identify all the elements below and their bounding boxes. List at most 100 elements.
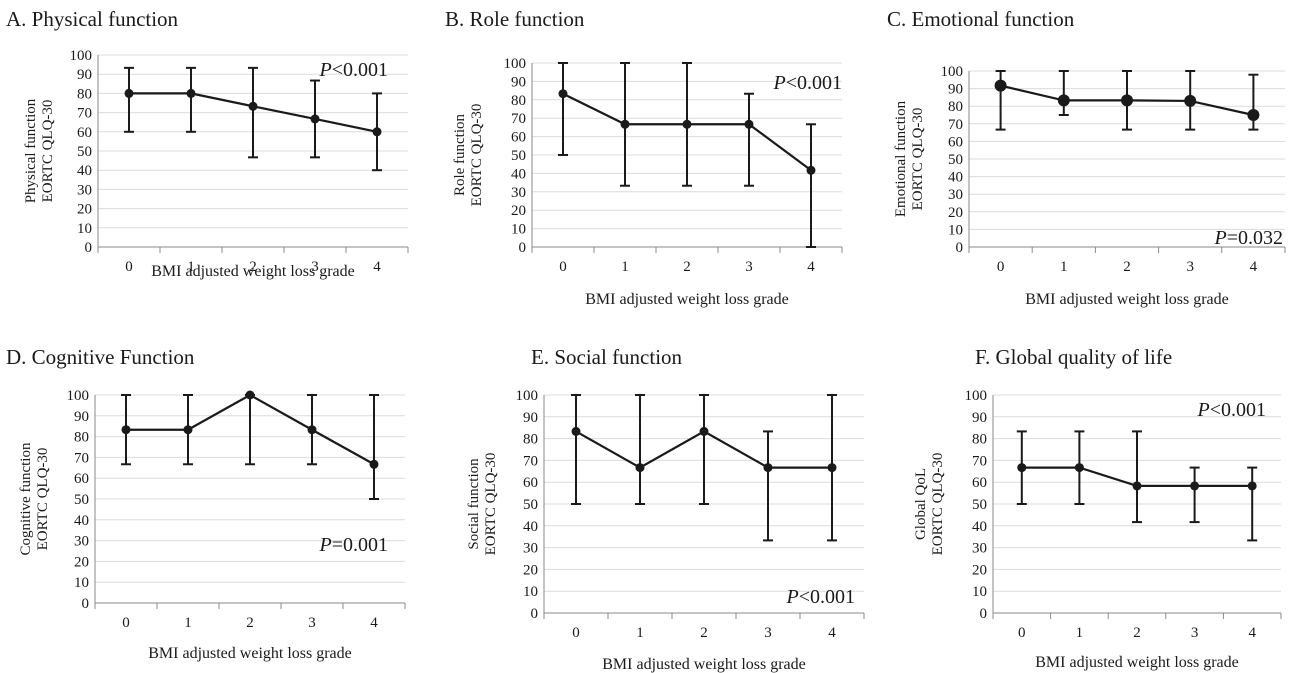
x-tick-label: 0 xyxy=(122,615,130,631)
y-tick-label: 30 xyxy=(948,187,963,203)
x-tick-label: 3 xyxy=(745,259,753,275)
y-tick-label: 90 xyxy=(77,67,92,83)
p-value-label: P<0.001 xyxy=(786,586,856,608)
y-tick-label: 40 xyxy=(74,513,89,529)
data-point xyxy=(369,459,379,469)
y-tick-label: 40 xyxy=(511,166,526,182)
x-tick-label: 4 xyxy=(1250,259,1258,275)
y-tick-label: 60 xyxy=(972,475,987,491)
data-point xyxy=(1017,463,1027,473)
chart-panel-1: A. Physical function01020304050607080901… xyxy=(6,7,409,280)
x-axis-label: BMI adjusted weight loss grade xyxy=(151,263,355,280)
y-axis-label: Role function xyxy=(452,113,468,196)
y-axis-label: Physical function xyxy=(23,98,39,203)
x-tick-label: 0 xyxy=(559,259,567,275)
y-tick-label: 80 xyxy=(523,432,538,448)
y-tick-label: 60 xyxy=(523,475,538,491)
y-tick-label: 100 xyxy=(67,388,90,404)
panel-title: A. Physical function xyxy=(6,7,179,31)
y-tick-label: 100 xyxy=(965,388,988,404)
y-tick-label: 20 xyxy=(972,562,987,578)
x-tick-label: 0 xyxy=(125,259,133,275)
x-tick-label: 1 xyxy=(187,259,195,275)
x-tick-label: 2 xyxy=(1133,625,1141,641)
x-tick-label: 3 xyxy=(1191,625,1199,641)
data-point xyxy=(1074,463,1084,473)
x-tick-label: 3 xyxy=(764,625,772,641)
y-tick-label: 0 xyxy=(82,596,90,612)
y-tick-label: 20 xyxy=(523,562,538,578)
y-tick-label: 20 xyxy=(948,205,963,221)
data-point xyxy=(994,79,1007,92)
data-point xyxy=(806,165,816,175)
y-axis-label: EORTC QLQ-30 xyxy=(35,448,51,551)
data-point xyxy=(372,127,382,137)
y-tick-label: 80 xyxy=(972,432,987,448)
x-axis-label: BMI adjusted weight loss grade xyxy=(602,656,806,673)
x-tick-label: 2 xyxy=(683,259,691,275)
y-tick-label: 10 xyxy=(972,584,987,600)
y-tick-label: 80 xyxy=(74,430,89,446)
y-tick-label: 60 xyxy=(511,130,526,146)
data-point xyxy=(124,88,134,98)
data-point xyxy=(310,114,320,124)
y-tick-label: 0 xyxy=(85,240,93,256)
x-tick-label: 1 xyxy=(636,625,644,641)
chart-panel-3: C. Emotional function0102030405060708090… xyxy=(887,7,1286,308)
y-axis-label: EORTC QLQ-30 xyxy=(469,104,485,207)
x-tick-label: 0 xyxy=(572,625,580,641)
x-tick-label: 3 xyxy=(308,615,316,631)
y-tick-label: 90 xyxy=(523,410,538,426)
y-tick-label: 30 xyxy=(972,541,987,557)
y-tick-label: 70 xyxy=(948,117,963,133)
data-point xyxy=(1190,481,1200,491)
data-point xyxy=(307,425,317,435)
x-tick-label: 4 xyxy=(828,625,836,641)
y-tick-label: 70 xyxy=(511,111,526,127)
data-point xyxy=(558,89,568,99)
y-tick-label: 50 xyxy=(948,152,963,168)
y-axis-label: Cognitive function xyxy=(18,442,34,555)
y-tick-label: 80 xyxy=(948,99,963,115)
y-tick-label: 40 xyxy=(523,519,538,535)
data-point xyxy=(183,425,193,435)
panel-title: B. Role function xyxy=(445,7,585,31)
data-point xyxy=(248,101,258,111)
y-tick-label: 0 xyxy=(531,606,539,622)
x-tick-label: 4 xyxy=(1248,625,1256,641)
x-tick-label: 0 xyxy=(1018,625,1026,641)
y-tick-label: 90 xyxy=(74,409,89,425)
y-tick-label: 20 xyxy=(511,203,526,219)
y-tick-label: 80 xyxy=(77,86,92,102)
data-point xyxy=(186,88,196,98)
y-tick-label: 40 xyxy=(77,163,92,179)
y-tick-label: 70 xyxy=(77,106,92,122)
x-tick-label: 1 xyxy=(1076,625,1084,641)
y-tick-label: 20 xyxy=(77,202,92,218)
y-tick-label: 90 xyxy=(511,74,526,90)
x-tick-label: 2 xyxy=(700,625,708,641)
x-tick-label: 2 xyxy=(1123,259,1131,275)
data-point xyxy=(699,426,709,436)
y-tick-label: 30 xyxy=(523,541,538,557)
y-tick-label: 10 xyxy=(511,222,526,238)
y-tick-label: 10 xyxy=(948,222,963,238)
x-axis-label: BMI adjusted weight loss grade xyxy=(148,645,352,662)
p-value-label: P<0.001 xyxy=(773,72,843,94)
y-tick-label: 60 xyxy=(948,134,963,150)
y-tick-label: 0 xyxy=(519,240,527,256)
data-point xyxy=(827,463,837,473)
y-axis-label: Global QoL xyxy=(913,468,929,540)
y-tick-label: 100 xyxy=(504,56,527,72)
data-point xyxy=(245,390,255,400)
y-tick-label: 0 xyxy=(980,606,988,622)
y-axis-label: EORTC QLQ-30 xyxy=(910,108,926,211)
x-tick-label: 1 xyxy=(184,615,192,631)
x-axis-label: BMI adjusted weight loss grade xyxy=(585,291,789,308)
x-tick-label: 1 xyxy=(621,259,629,275)
y-tick-label: 70 xyxy=(972,453,987,469)
data-point xyxy=(571,426,581,436)
y-tick-label: 70 xyxy=(523,453,538,469)
y-tick-label: 100 xyxy=(516,388,539,404)
